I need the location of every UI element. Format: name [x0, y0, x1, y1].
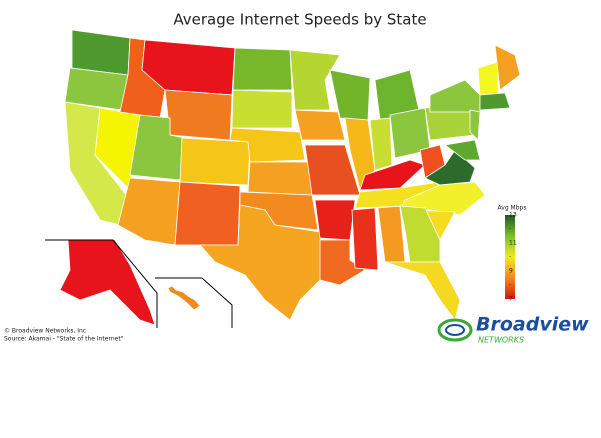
- credit: © Broadview Networks, Inc: [4, 328, 86, 335]
- state: [494, 44, 521, 91]
- state: [294, 109, 346, 141]
- state: [231, 89, 293, 129]
- logo: Broadview NETWORKS: [437, 314, 589, 345]
- legend-tick-label: -: [509, 254, 511, 261]
- legend-title: Avg Mbps: [498, 205, 527, 212]
- state: [179, 137, 251, 186]
- state: [289, 49, 341, 111]
- state: [167, 285, 201, 311]
- logo-swirl: [437, 318, 473, 342]
- logo-swirl-inner: [445, 324, 465, 336]
- state: [247, 161, 313, 196]
- state: [59, 239, 156, 326]
- state: [359, 159, 426, 191]
- state: [351, 207, 379, 271]
- state: [479, 92, 511, 111]
- state: [319, 239, 366, 286]
- state: [477, 61, 499, 96]
- legend-bar: [505, 215, 515, 299]
- logo-name: Broadview: [476, 314, 589, 336]
- alaska-frame: [45, 239, 158, 328]
- logo-sub: NETWORKS: [478, 336, 524, 345]
- legend-tick-label: 9: [509, 268, 513, 275]
- state: [444, 139, 481, 161]
- legend-tick-label: -: [509, 226, 511, 233]
- state: [469, 109, 481, 141]
- state: [164, 89, 233, 141]
- state: [71, 29, 131, 76]
- source: Source: Akamai - "State of the Internet": [4, 336, 124, 343]
- legend-tick-label: -: [509, 282, 511, 289]
- hawaii-frame: [155, 277, 233, 328]
- legend-tick-label: 7: [509, 296, 513, 303]
- state: [369, 117, 393, 171]
- regions: [59, 29, 521, 326]
- legend-tick-label: 11: [509, 240, 517, 247]
- title: Average Internet Speeds by State: [173, 11, 426, 29]
- state: [199, 204, 326, 321]
- state: [232, 47, 293, 91]
- state: [174, 181, 241, 246]
- state: [117, 177, 181, 246]
- legend-tick-label: 13: [509, 212, 517, 219]
- state: [314, 199, 356, 241]
